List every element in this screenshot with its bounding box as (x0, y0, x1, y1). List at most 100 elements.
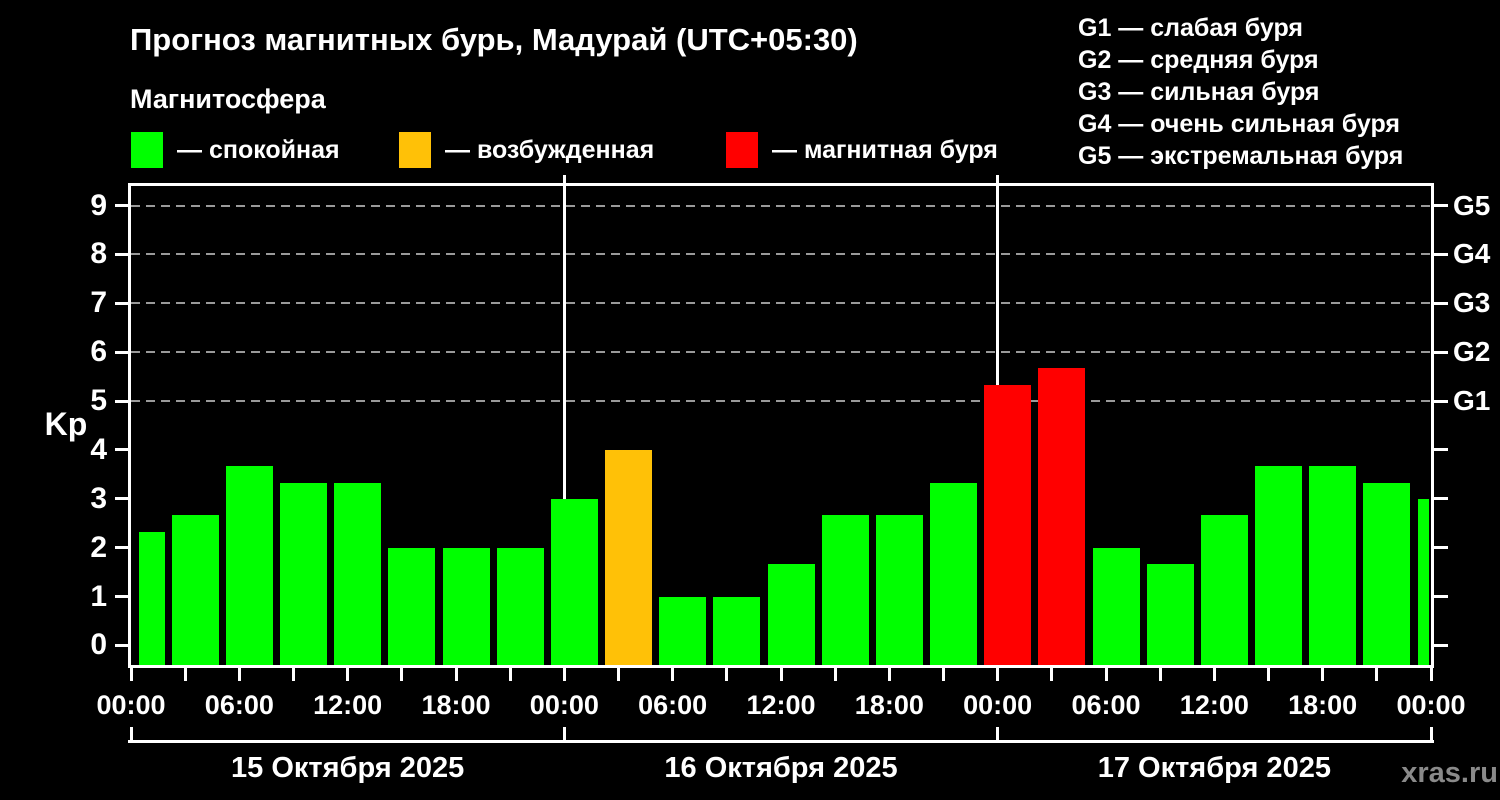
g-legend-line-g5: G5 — экстремальная буря (1078, 142, 1404, 170)
chart-bars-area (131, 186, 1431, 665)
legend-item-quiet: — спокойная (131, 131, 340, 169)
right-axis-tick-8 (1431, 252, 1448, 256)
kp-bar-h42 (875, 514, 923, 665)
g-axis-label-g3: G3 (1453, 287, 1491, 319)
x-axis-tick-h51 (1050, 668, 1054, 681)
kp-bar-h63 (1255, 466, 1302, 665)
x-axis-tick-h30 (671, 668, 675, 681)
time-label-h18: 18:00 (421, 690, 491, 720)
time-label-h24: 00:00 (529, 690, 599, 720)
date-bracket (128, 740, 1434, 743)
kp-bar-h30 (659, 596, 707, 665)
g-axis-label-g2: G2 (1453, 336, 1491, 368)
day-divider-1 (562, 175, 566, 665)
y-axis-tick-5 (115, 399, 129, 403)
storm-level-legend: — спокойная — возбужденная — магнитная бур… (0, 131, 1070, 171)
kp-bar-h39 (821, 514, 869, 665)
time-label-h36: 12:00 (746, 690, 816, 720)
x-axis-tick-h57 (1158, 668, 1162, 681)
x-axis-tick-h21 (508, 668, 512, 681)
time-label-h6: 06:00 (204, 690, 274, 720)
y-axis-label-4: 4 (90, 432, 107, 466)
kp-bar-h21 (496, 547, 544, 665)
kp-bar-h36 (767, 563, 815, 665)
legend-item-excited: — возбужденная (399, 131, 654, 169)
kp-bar-h72 (1417, 498, 1429, 665)
right-axis-tick-4 (1431, 448, 1448, 452)
gridline-kp6 (131, 351, 1431, 354)
time-label-h66: 18:00 (1288, 690, 1358, 720)
x-axis-tick-h39 (833, 668, 837, 681)
y-axis-label-1: 1 (90, 579, 107, 613)
x-axis-tick-h36 (779, 668, 783, 681)
kp-bar-h0 (139, 531, 165, 665)
gridline-kp7 (131, 302, 1431, 305)
kp-bar-h27 (605, 449, 652, 665)
y-axis-tick-9 (115, 204, 129, 208)
magnetosphere-subtitle: Магнитосфера (130, 84, 326, 114)
y-axis-tick-0 (115, 643, 129, 647)
right-axis-tick-1 (1431, 595, 1448, 599)
time-label-h42: 18:00 (854, 690, 924, 720)
kp-bar-h57 (1146, 563, 1194, 665)
date-bracket-tick-h48 (996, 727, 1000, 740)
kp-bar-h54 (1092, 547, 1140, 665)
right-axis-tick-9 (1431, 204, 1448, 208)
kp-bar-h3 (171, 514, 219, 665)
date-label-day1: 15 Октября 2025 (231, 752, 465, 784)
date-bracket-tick-h0 (129, 727, 133, 740)
y-axis-label-6: 6 (90, 335, 107, 369)
x-axis-tick-h3 (183, 668, 187, 681)
y-axis-tick-1 (115, 595, 129, 599)
x-axis-tick-h9 (292, 668, 295, 681)
y-axis-label-8: 8 (90, 237, 107, 271)
x-axis-tick-h66 (1321, 668, 1325, 681)
y-axis-label-2: 2 (90, 530, 107, 564)
kp-bar-h33 (713, 596, 761, 665)
kp-bar-h45 (930, 482, 977, 665)
y-axis-tick-6 (115, 350, 129, 354)
legend-swatch-quiet (131, 132, 163, 168)
kp-forecast-chart: 0 1 2 3 4 5 6 7 8 9 G1 G2 G3 G4 G5 00:00 06:00 12:00 18:00… (90, 175, 1490, 784)
legend-label-storm: — магнитная буря (772, 135, 998, 164)
y-axis-label-3: 3 (90, 481, 107, 515)
kp-bar-h9 (280, 482, 327, 665)
gridline-kp5 (131, 400, 1431, 403)
right-axis-tick-0 (1431, 643, 1448, 647)
time-label-h0: 00:00 (96, 690, 166, 720)
g-axis-label-g4: G4 (1453, 238, 1491, 270)
x-axis-tick-h12 (346, 668, 350, 681)
g-axis-label-g5: G5 (1453, 189, 1491, 221)
date-label-day3: 17 Октября 2025 (1097, 752, 1331, 784)
y-axis-tick-2 (115, 546, 129, 550)
x-axis-tick-h63 (1267, 668, 1270, 681)
kp-axis-title: Kp (44, 406, 88, 442)
kp-bar-h60 (1200, 514, 1248, 665)
kp-bar-h6 (225, 466, 273, 665)
x-axis-tick-h54 (1104, 668, 1108, 681)
kp-bar-h18 (442, 547, 490, 665)
date-bracket-tick-h24 (562, 727, 566, 740)
x-axis-tick-h15 (400, 668, 404, 681)
x-axis-tick-h60 (1212, 668, 1216, 681)
gridline-kp9 (131, 204, 1431, 207)
time-label-h48: 00:00 (963, 690, 1033, 720)
kp-bar-h48 (984, 384, 1032, 665)
gridline-kp8 (131, 253, 1431, 256)
y-axis-tick-3 (115, 497, 129, 501)
kp-bar-h69 (1363, 482, 1411, 665)
time-label-h12: 12:00 (313, 690, 383, 720)
kp-bar-h15 (388, 547, 436, 665)
x-axis-tick-h18 (454, 668, 458, 681)
legend-swatch-excited (399, 132, 431, 168)
legend-swatch-storm (726, 132, 758, 168)
right-axis-tick-5 (1431, 399, 1448, 403)
g-scale-legend: G1 — слабая буря G2 — средняя буря G3 — си… (1078, 12, 1403, 172)
kp-bar-h51 (1038, 368, 1086, 665)
y-axis-label-7: 7 (90, 286, 107, 320)
legend-label-excited: — возбужденная (445, 135, 655, 164)
x-axis-tick-h48 (996, 668, 1000, 681)
g-legend-line-g4: G4 — очень сильная буря (1078, 110, 1400, 138)
date-label-day2: 16 Октября 2025 (664, 752, 898, 784)
time-label-h60: 12:00 (1179, 690, 1249, 720)
